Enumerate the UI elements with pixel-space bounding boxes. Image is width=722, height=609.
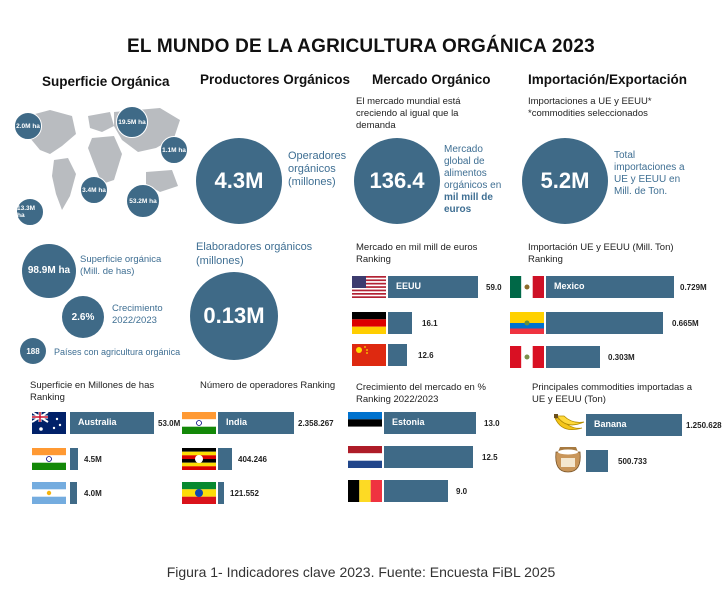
col4-intro: Importaciones a UE y EEUU* *commodities … [528,96,652,119]
uganda-flag-icon [182,448,216,470]
col4-ranking2-title: Principales commodities importadas a UE … [532,382,692,405]
world-map: 2.0M ha 19.5M ha 1.1M ha 3.4M ha 13.3M h… [10,98,190,226]
col2-bar-3 [218,482,224,504]
col3-value2-1: 13.0 [484,419,500,428]
india-flag-icon [32,448,66,470]
col2-ranking-title: Número de operadores Ranking [200,380,336,391]
col4-bar1-1: Mexico [546,276,674,298]
col3-bar1-3 [388,344,407,366]
col4-value1-1: 0.729M [680,283,707,292]
processors-circle: 0.13M [190,272,278,360]
ethiopia-flag-icon [182,482,216,504]
germany-flag-icon [352,312,386,334]
col1-heading: Superficie Orgánica [42,74,170,89]
col3-heading: Mercado Orgánico [372,72,491,87]
col4-value2-2: 500.733 [618,457,647,466]
operators-circle: 4.3M [196,138,282,224]
col4-bar2-1: Banana [586,414,682,436]
sugar-sack-icon [550,444,586,474]
market-label: Mercado global de alimentos orgánicos en… [444,144,502,215]
col2-bar-1: India [218,412,294,434]
banana-icon [552,410,586,436]
growth-circle: 2.6% [62,296,104,338]
map-tag-na: 2.0M ha [14,112,42,140]
imports-label: Total importaciones a UE y EEUU en Mill.… [614,150,685,197]
col1-bar-2 [70,448,78,470]
col3-ranking1-title: Mercado en mil mill de euros Ranking [356,242,478,265]
surface-circle: 98.9M ha [22,244,76,298]
col4-bar2-2 [586,450,608,472]
col3-intro: El mercado mundial está creciendo al igu… [356,96,461,131]
col1-value-3: 4.0M [84,489,102,498]
imports-circle: 5.2M [522,138,608,224]
map-tag-africa: 3.4M ha [80,176,108,204]
mexico-flag-icon [510,276,544,298]
col1-bar-1: Australia [70,412,154,434]
map-tag-oceania: 53.2M ha [126,184,160,218]
col3-bar2-1: Estonia [384,412,476,434]
col2-value-3: 121.552 [230,489,259,498]
col4-ranking1-title: Importación UE y EEUU (Mill. Ton) Rankin… [528,242,674,265]
col4-heading: Importación/Exportación [528,72,688,87]
col3-value1-2: 16.1 [422,319,438,328]
figure-caption: Figura 1- Indicadores clave 2023. Fuente… [166,564,556,580]
col3-value1-1: 59.0 [486,283,502,292]
market-circle: 136.4 [354,138,440,224]
col3-bar1-1: EEUU [388,276,478,298]
col1-bar-3 [70,482,77,504]
processors-label: Elaboradores orgánicos (millones) [196,241,313,267]
map-tag-latam: 13.3M ha [16,198,44,226]
operators-label: Operadores orgánicos (millones) [288,150,347,188]
peru-flag-icon [510,346,544,368]
ecuador-flag-icon [510,312,544,334]
usa-flag-icon [352,276,386,298]
col1-value-2: 4.5M [84,455,102,464]
china-flag-icon [352,344,386,366]
surface-label: Superficie orgánica (Mill. de has) [80,254,162,277]
australia-flag-icon [32,412,66,434]
belgium-flag-icon [348,480,382,502]
countries-label: Países con agricultura orgánica [54,347,181,357]
col3-value2-2: 12.5 [482,453,498,462]
col3-ranking2-title: Crecimiento del mercado en % Ranking 202… [356,382,486,405]
map-tag-asia: 1.1M ha [160,136,188,164]
col3-bar1-2 [388,312,412,334]
col4-value1-2: 0.665M [672,319,699,328]
col3-value2-3: 9.0 [456,487,468,496]
page-title: EL MUNDO DE LA AGRICULTURA ORGÁNICA 2023 [127,36,595,57]
col2-value-2: 404.246 [238,455,267,464]
col4-value2-1: 1.250.628 [686,421,722,430]
col3-bar2-2 [384,446,473,468]
col4-bar1-2 [546,312,663,334]
countries-circle: 188 [20,338,46,364]
col4-value1-3: 0.303M [608,353,635,362]
col1-value-1: 53.0M [158,419,181,428]
map-tag-oceania-big: 19.5M ha [116,106,148,138]
col2-heading: Productores Orgánicos [200,72,351,87]
col3-bar2-3 [384,480,448,502]
col2-bar-2 [218,448,232,470]
india-flag-icon [182,412,216,434]
argentina-flag-icon [32,482,66,504]
col2-value-1: 2.358.267 [298,419,334,428]
col3-value1-3: 12.6 [418,351,434,360]
col4-bar1-3 [546,346,600,368]
growth-label: Crecimiento 2022/2023 [112,303,163,326]
netherlands-flag-icon [348,446,382,468]
col1-ranking-title: Superficie en Millones de has Ranking [30,380,155,403]
estonia-flag-icon [348,412,382,434]
